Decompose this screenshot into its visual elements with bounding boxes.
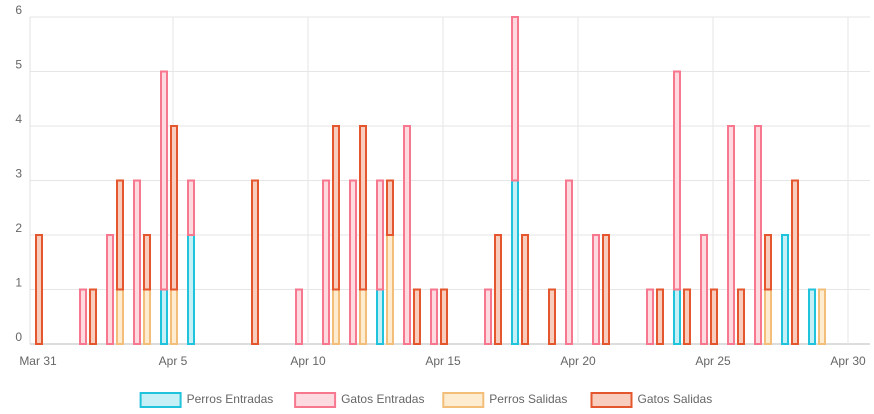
legend-label: Gatos Entradas	[341, 392, 424, 406]
bar	[511, 16, 519, 182]
bar	[143, 234, 151, 291]
bar	[430, 288, 438, 345]
bar	[521, 234, 529, 345]
bar	[592, 234, 600, 345]
bar	[764, 234, 772, 291]
bar	[359, 125, 367, 291]
bar	[754, 125, 762, 345]
y-tick-label: 4	[15, 112, 22, 126]
bar	[89, 288, 97, 345]
bar	[170, 288, 178, 345]
y-tick-label: 2	[15, 221, 22, 235]
bar	[700, 234, 708, 345]
bar	[187, 234, 195, 345]
legend-swatch	[139, 392, 182, 408]
bar	[35, 234, 43, 345]
bar	[349, 179, 357, 345]
bar	[332, 125, 340, 291]
bar	[565, 179, 573, 345]
bar	[376, 179, 384, 291]
bar	[116, 288, 124, 345]
bar	[494, 234, 502, 345]
bar	[359, 288, 367, 345]
bar	[376, 288, 384, 345]
x-tick-label: Apr 5	[159, 354, 188, 368]
bar	[187, 179, 195, 236]
bar	[602, 234, 610, 345]
bar	[673, 288, 681, 345]
bar	[764, 288, 772, 345]
bar	[548, 288, 556, 345]
x-tick-label: Apr 15	[425, 354, 461, 368]
bar	[106, 234, 114, 345]
bar	[295, 288, 303, 345]
bar	[646, 288, 654, 345]
y-tick-label: 6	[15, 3, 22, 17]
bar	[332, 288, 340, 345]
bar	[413, 288, 421, 345]
bar	[160, 70, 168, 291]
x-tick-label: Apr 25	[695, 354, 731, 368]
bar	[170, 125, 178, 291]
bar	[484, 288, 492, 345]
legend-swatch	[590, 392, 633, 408]
bar	[683, 288, 691, 345]
x-tick-label: Apr 10	[290, 354, 326, 368]
bar	[143, 288, 151, 345]
bar	[79, 288, 87, 345]
bar	[737, 288, 745, 345]
bar	[791, 179, 799, 345]
bar	[403, 125, 411, 345]
bar	[251, 179, 259, 345]
bar	[133, 179, 141, 345]
bar	[673, 70, 681, 291]
x-tick-label: Mar 31	[19, 354, 57, 368]
bar	[322, 179, 330, 345]
y-tick-label: 5	[15, 58, 22, 72]
x-tick-label: Apr 30	[830, 354, 866, 368]
legend-swatch	[442, 392, 485, 408]
y-tick-label: 1	[15, 276, 22, 290]
legend-label: Gatos Salidas	[638, 392, 713, 406]
legend-label: Perros Salidas	[489, 392, 567, 406]
bar	[781, 234, 789, 345]
bar	[808, 288, 816, 345]
y-tick-label: 3	[15, 167, 22, 181]
bar	[710, 288, 718, 345]
bar	[818, 288, 826, 345]
bar	[386, 234, 394, 345]
bar	[656, 288, 664, 345]
x-tick-label: Apr 20	[560, 354, 596, 368]
y-tick-label: 0	[15, 330, 22, 344]
legend-swatch	[294, 392, 337, 408]
bar	[727, 125, 735, 345]
bar	[160, 288, 168, 345]
bar	[440, 288, 448, 345]
bar	[511, 179, 519, 345]
legend-label: Perros Entradas	[187, 392, 274, 406]
bar	[116, 179, 124, 291]
bar	[386, 179, 394, 236]
